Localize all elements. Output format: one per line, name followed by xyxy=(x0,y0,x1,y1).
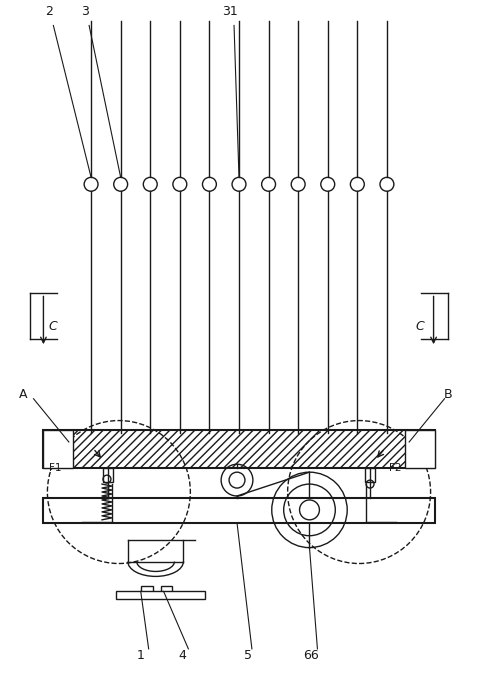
Text: 5: 5 xyxy=(244,649,252,662)
Bar xyxy=(43,431,73,469)
Bar xyxy=(141,586,152,596)
Bar xyxy=(405,431,435,469)
Text: F1: F1 xyxy=(49,463,62,473)
Text: 3: 3 xyxy=(81,5,89,17)
Text: F2: F2 xyxy=(389,463,402,473)
Bar xyxy=(116,592,205,599)
Bar xyxy=(103,469,113,482)
Bar xyxy=(365,469,375,482)
Text: C: C xyxy=(48,319,57,333)
Text: A: A xyxy=(19,388,28,401)
Text: 1: 1 xyxy=(137,649,145,662)
Bar xyxy=(161,586,173,596)
Bar xyxy=(43,431,435,469)
Text: 31: 31 xyxy=(222,5,238,17)
Text: 4: 4 xyxy=(178,649,186,662)
Text: 66: 66 xyxy=(304,649,319,662)
Text: C: C xyxy=(416,319,424,333)
Bar xyxy=(43,498,435,523)
Text: B: B xyxy=(444,388,453,401)
Text: 2: 2 xyxy=(45,5,54,17)
